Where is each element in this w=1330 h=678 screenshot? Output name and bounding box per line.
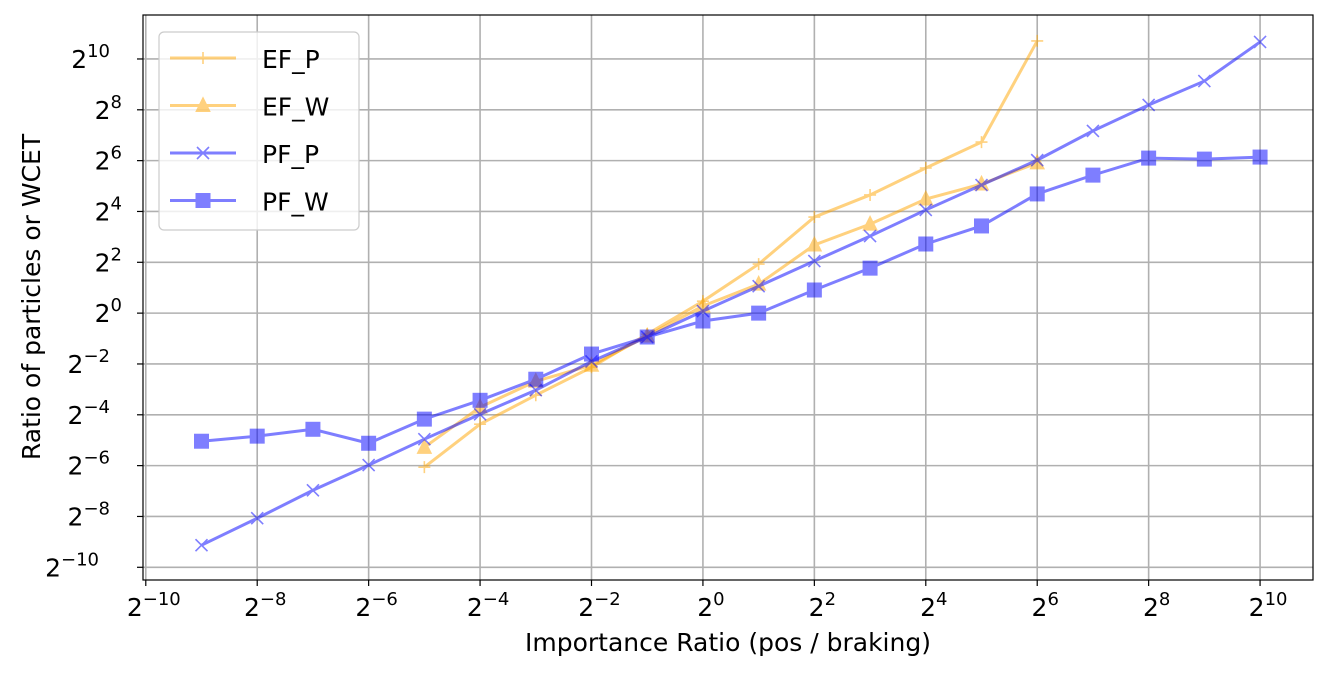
legend-swatch [170, 52, 236, 64]
data-point [416, 411, 432, 427]
data-point [528, 371, 544, 387]
x-tick-label: 24 [920, 589, 947, 622]
x-axis-label: Importance Ratio (pos / braking) [525, 628, 931, 657]
data-point [305, 421, 321, 437]
data-point [807, 254, 821, 268]
data-point [361, 435, 377, 451]
data-point [1029, 186, 1045, 202]
data-point [808, 211, 821, 224]
data-point [249, 428, 265, 444]
legend-marker [197, 52, 209, 64]
series-pf-w [194, 149, 1268, 451]
data-point [862, 215, 878, 231]
data-point [918, 236, 934, 252]
x-tick-label: 2−4 [467, 589, 509, 622]
data-point [473, 407, 487, 421]
data-point [752, 258, 765, 271]
x-tick-label: 22 [809, 589, 836, 622]
data-point [695, 313, 711, 329]
y-tick-label: 2−4 [68, 397, 110, 430]
data-point [752, 279, 766, 293]
y-tick-label: 20 [95, 295, 122, 328]
legend-label: EF_P [262, 45, 320, 74]
series-ef-p [418, 34, 1044, 474]
data-point [1252, 149, 1268, 165]
y-tick-label: 2−2 [68, 346, 110, 379]
data-point [751, 305, 767, 321]
data-point [474, 418, 487, 431]
x-tick-label: 26 [1032, 589, 1059, 622]
x-tick-label: 2−6 [355, 589, 397, 622]
legend-swatch [170, 193, 236, 208]
series-line [423, 161, 1038, 449]
legend-marker [195, 96, 211, 112]
data-point [919, 162, 932, 175]
y-tick-label: 210 [71, 41, 110, 74]
y-tick-label: 2−8 [68, 498, 110, 531]
legend-swatch [170, 96, 236, 112]
ticks: 2−10 2−8 2−6 2−4 2−2 20 22 24 26 28 210 2−10 2−8 2−6 2… [45, 41, 1287, 622]
data-point [1253, 35, 1267, 49]
legend-box [158, 31, 360, 231]
y-tick-label: 24 [95, 193, 122, 226]
grid [143, 15, 1313, 580]
data-point [1196, 151, 1212, 167]
data-point [472, 392, 488, 408]
x-tick-label: 20 [697, 589, 724, 622]
legend: EF_P EF_W PF_P PF_W [158, 31, 360, 231]
series-line [200, 40, 1261, 547]
data-point [1031, 34, 1044, 47]
legend-label: PF_P [262, 140, 319, 169]
data-point [418, 461, 431, 474]
data-point [1142, 98, 1156, 112]
data-point [862, 260, 878, 276]
legend-label: EF_W [262, 93, 329, 122]
x-tick-label: 2−10 [127, 589, 181, 622]
series-layer [194, 34, 1268, 552]
data-point [863, 229, 877, 243]
series-line [201, 155, 1261, 445]
data-point [1141, 150, 1157, 166]
legend-marker [195, 193, 211, 208]
data-point [974, 218, 989, 234]
data-point [362, 458, 376, 472]
y-tick-label: 2−6 [68, 448, 110, 481]
x-tick-label: 2−8 [244, 589, 286, 622]
data-point [306, 483, 320, 497]
x-tick-label: 28 [1143, 589, 1170, 622]
data-point [194, 433, 209, 449]
data-point [1197, 74, 1211, 88]
data-point [864, 188, 877, 201]
data-point [806, 235, 823, 252]
data-point [584, 346, 599, 362]
data-point [416, 438, 433, 454]
data-point [250, 511, 264, 525]
data-point [1086, 124, 1100, 138]
data-point [919, 203, 933, 217]
series-line [423, 40, 1039, 469]
data-point [806, 282, 822, 298]
x-tick-label: 210 [1249, 589, 1288, 622]
y-tick-label: 26 [95, 143, 122, 176]
data-point [194, 538, 209, 552]
plot-frame [142, 14, 1314, 581]
data-point [1085, 167, 1101, 183]
x-tick-label: 2−2 [578, 589, 620, 622]
y-tick-label: 22 [95, 244, 122, 277]
y-tick-label: 2−10 [45, 549, 99, 582]
data-point [639, 329, 655, 345]
y-tick-label: 28 [95, 92, 122, 125]
data-point [974, 178, 989, 192]
data-point [975, 136, 988, 149]
y-axis-label: Ratio of particles or WCET [17, 133, 46, 460]
legend-swatch [170, 146, 236, 160]
legend-marker [196, 146, 210, 160]
data-point [417, 432, 431, 446]
legend-label: PF_W [262, 188, 329, 217]
data-point [1030, 153, 1044, 167]
data-point [917, 189, 934, 206]
